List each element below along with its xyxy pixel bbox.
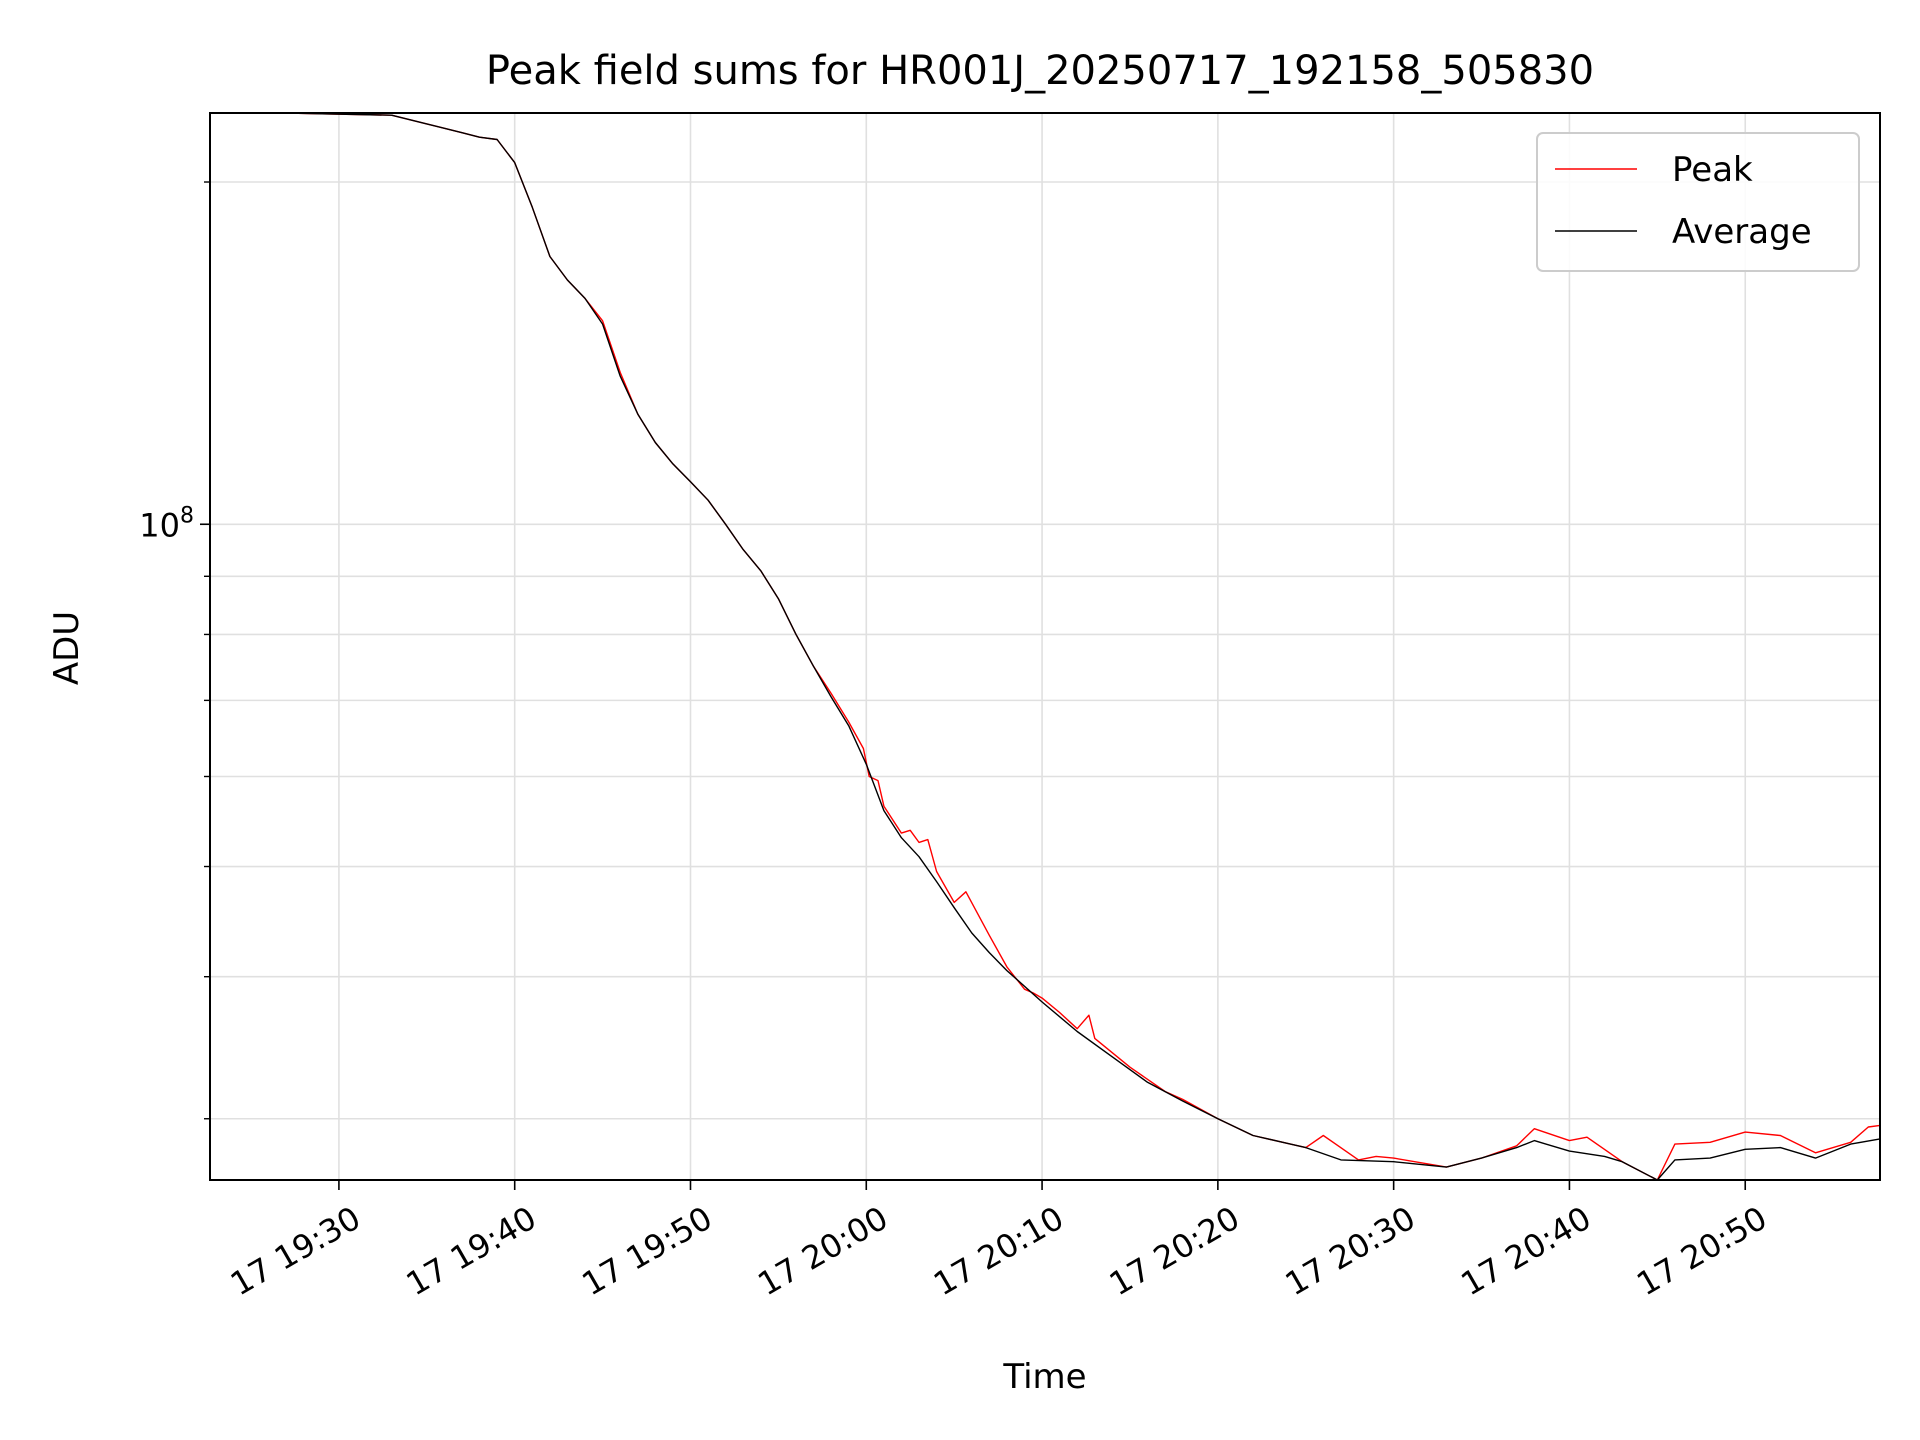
y-tick-label-exponent: 8 (180, 503, 194, 528)
grid-lines (210, 113, 1880, 1180)
legend-label-peak: Peak (1672, 150, 1753, 190)
legend-box (1536, 132, 1860, 272)
y-axis-label: ADU (47, 611, 87, 685)
plot-frame (209, 112, 1881, 1181)
y-tick-label: 108 (139, 503, 194, 544)
legend-label-average: Average (1672, 212, 1812, 252)
y-tick-label-base: 10 (139, 506, 180, 544)
series-line-average (210, 112, 1881, 1181)
y-axis: 108 (139, 181, 210, 1120)
legend: Peak Average (1536, 132, 1860, 272)
chart-title: Peak field sums for HR001J_20250717_1921… (486, 48, 1594, 94)
x-axis-label: Time (1002, 1357, 1086, 1397)
series-layer (210, 112, 1881, 1181)
series-line-peak (210, 112, 1881, 1181)
